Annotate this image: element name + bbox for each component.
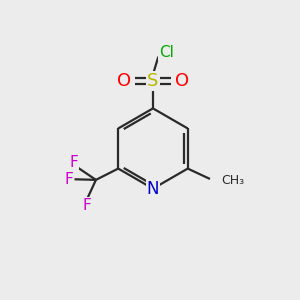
Text: S: S [147,72,159,90]
Text: F: F [70,155,78,170]
Text: O: O [175,72,189,90]
Text: F: F [82,198,91,213]
Text: CH₃: CH₃ [221,174,244,187]
Text: F: F [64,172,73,187]
Text: N: N [147,180,159,198]
Text: Cl: Cl [159,45,174,60]
Text: O: O [117,72,131,90]
